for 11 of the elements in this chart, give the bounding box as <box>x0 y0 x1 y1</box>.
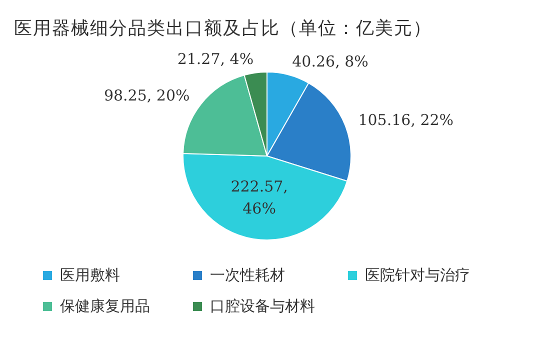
data-label: 98.25, 20% <box>104 86 190 105</box>
legend-label: 医院针对与治疗 <box>365 266 470 285</box>
data-label: 105.16, 22% <box>358 111 454 130</box>
legend-label: 一次性耗材 <box>210 266 285 285</box>
data-label: 40.26, 8% <box>292 52 368 70</box>
chart-title: 医用器械细分品类出口额及占比（单位：亿美元） <box>14 17 432 40</box>
data-label: 222.57, 46% <box>230 178 288 218</box>
legend-label: 保健康复用品 <box>60 297 150 316</box>
data-label: 21.27, 4% <box>177 50 254 68</box>
legend-label: 医用敷料 <box>60 266 120 285</box>
legend-label: 口腔设备与材料 <box>210 297 315 316</box>
